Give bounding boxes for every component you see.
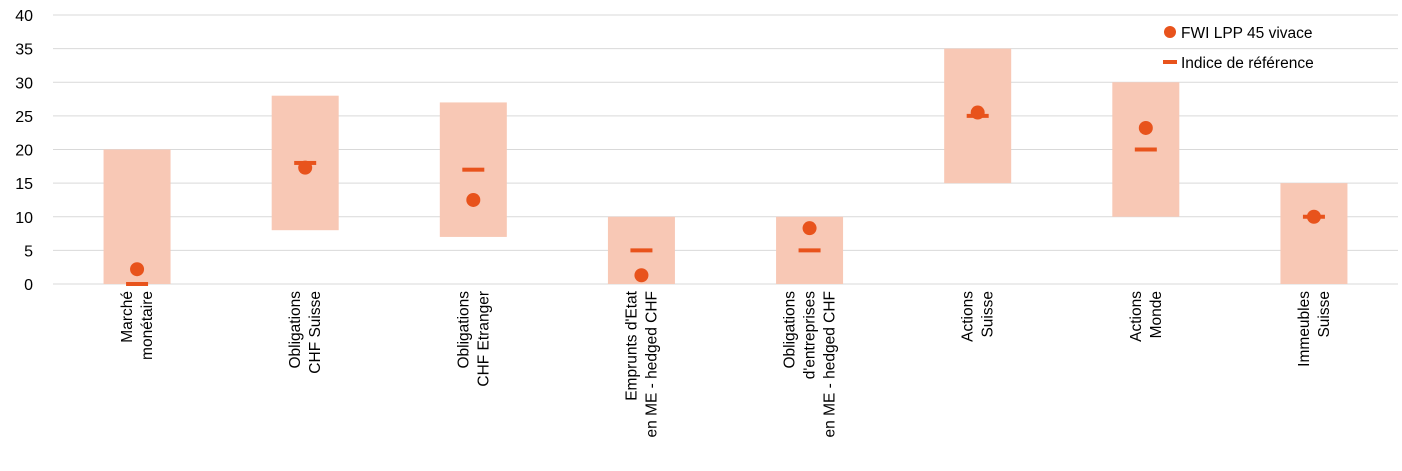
y-tick-label: 0 [24, 277, 33, 294]
portfolio-markers [130, 105, 1321, 283]
x-category-label-line: en ME - hedged CHF [643, 291, 660, 437]
x-category-label: Emprunts d'Etat en ME - hedged CHF [623, 290, 660, 437]
x-category-label: Actions Monde [1128, 291, 1165, 342]
x-category-label-line: en ME - hedged CHF [822, 291, 839, 437]
portfolio-marker [634, 268, 649, 283]
legend-label-reference: Indice de référence [1181, 55, 1314, 72]
y-tick-label: 40 [15, 8, 33, 25]
portfolio-marker [802, 221, 817, 236]
portfolio-marker [1306, 209, 1321, 224]
y-tick-label: 20 [15, 143, 33, 160]
legend-label-portfolio: FWI LPP 45 vivace [1181, 25, 1313, 42]
legend: FWI LPP 45 vivace Indice de référence [1163, 25, 1314, 72]
portfolio-marker [466, 192, 481, 207]
x-category-label-line: Marché [119, 291, 136, 343]
x-category-label-line: Suisse [1316, 291, 1333, 338]
y-tick-label: 25 [15, 109, 33, 126]
range-bar [103, 149, 171, 284]
range-bar [1280, 183, 1348, 284]
portfolio-marker [970, 105, 985, 120]
portfolio-marker [1138, 120, 1153, 135]
reference-marker [462, 167, 485, 172]
x-category-label-line: Obligations [782, 291, 799, 369]
y-tick-label: 5 [24, 243, 33, 260]
x-category-label: Obligations d'entreprises en ME - hedged C… [782, 291, 839, 438]
reference-marker [630, 248, 653, 253]
x-category-label-line: Monde [1148, 291, 1165, 338]
portfolio-marker [298, 160, 313, 175]
x-category-label-line: Actions [960, 291, 977, 342]
x-category-label: Obligations CHF Etranger [455, 291, 492, 387]
x-axis-labels: Marché monétaire Obligations CHF Suisse Obli… [119, 290, 1333, 437]
y-tick-label: 10 [15, 210, 33, 227]
reference-marker [1134, 147, 1157, 152]
x-category-label-line: CHF Etranger [475, 291, 492, 387]
x-category-label-line: d'entreprises [802, 291, 819, 380]
x-category-label: Marché monétaire [119, 291, 156, 360]
reference-marker [798, 248, 821, 253]
x-category-label-line: Obligations [287, 291, 304, 369]
reference-marker [126, 282, 149, 286]
x-category-label-line: monétaire [139, 291, 156, 360]
y-tick-label: 35 [15, 42, 33, 59]
y-tick-label: 15 [15, 176, 33, 193]
legend-dash-marker [1163, 60, 1177, 64]
x-category-label: Actions Suisse [960, 291, 997, 342]
x-category-label: Immeubles Suisse [1296, 291, 1333, 367]
y-tick-label: 30 [15, 75, 33, 92]
x-category-label: Obligations CHF Suisse [287, 291, 324, 374]
x-category-label-line: Suisse [980, 291, 997, 338]
x-category-label-line: Obligations [455, 291, 472, 369]
x-category-label-line: Emprunts d'Etat [623, 290, 640, 400]
range-bars [103, 48, 1348, 284]
x-category-label-line: CHF Suisse [307, 291, 324, 374]
x-category-label-line: Immeubles [1296, 291, 1313, 367]
x-category-label-line: Actions [1128, 291, 1145, 342]
portfolio-marker [130, 262, 145, 277]
legend-circle-marker [1164, 26, 1176, 38]
y-axis: 0 5 10 15 20 25 30 35 40 [15, 8, 33, 294]
